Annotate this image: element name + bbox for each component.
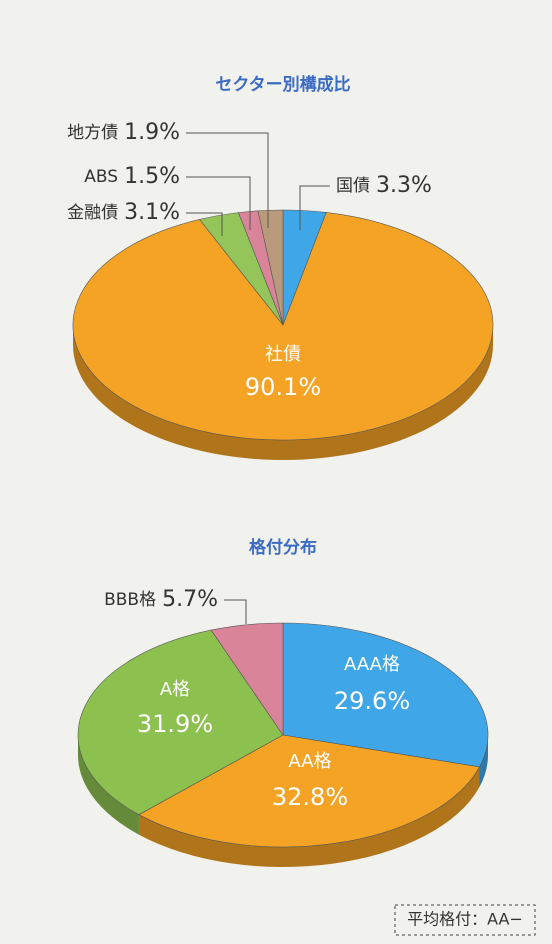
slice [77,629,284,816]
slice [282,622,489,768]
leader-line [224,599,247,624]
slice-label: ABS [84,167,118,187]
leader-line [186,212,223,236]
slice-label-group: 地方債 1.9% [67,120,180,145]
value-label: 3.3% [376,173,432,198]
chart-title: セクター別構成比 [215,74,350,95]
slice-label: AAA格 [344,654,400,675]
slice [138,734,480,848]
value-label: 32.8% [272,783,348,811]
leader-line [186,176,251,230]
slice-label-group: BBB格 5.7% [104,587,218,612]
value-label: 31.9% [137,710,213,738]
slice-label-group: 金融債 3.1% [67,200,180,225]
slice [257,209,284,326]
slice-side [73,325,493,460]
note-box [394,904,536,936]
slice [210,622,284,736]
note: 平均格付：AA− [407,910,523,929]
value-label: 3.1% [124,200,180,225]
slice-label: 国債 [336,176,370,196]
value-label: 1.9% [124,120,180,145]
slice-label: 社債 [265,344,301,365]
slice-side [479,735,488,787]
slice-label: BBB格 [104,590,156,610]
leader-line [299,185,330,230]
slice-label-group: ABS 1.5% [84,164,180,189]
slice-label: 金融債 [67,203,118,223]
slice-label: 地方債 [67,123,118,143]
leader-line [186,132,269,228]
slice [72,212,494,441]
value-label: 5.7% [162,587,218,612]
slice-side [138,766,480,868]
slice-label: A格 [160,679,190,700]
value-label: 1.5% [124,164,180,189]
slice-label-group: 国債 3.3% [336,173,432,198]
slice-label: AA格 [288,751,331,772]
value-label: 29.6% [334,687,410,715]
value-label: 90.1% [245,373,321,401]
slice-side [78,735,139,835]
chart-title: 格付分布 [249,537,317,558]
